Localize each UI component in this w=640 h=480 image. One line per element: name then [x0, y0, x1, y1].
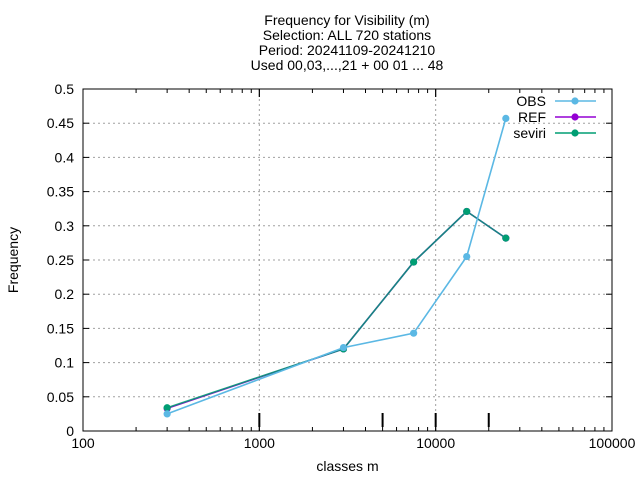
series-ref: [163, 207, 510, 413]
series-line-seviri: [166, 210, 507, 409]
legend-label: OBS: [516, 93, 546, 109]
series-line-obs: [166, 118, 507, 415]
x-axis-label: classes m: [316, 458, 378, 474]
x-tick-label: 1000: [244, 435, 275, 451]
y-tick-label: 0.4: [55, 149, 75, 165]
y-axis-label: Frequency: [5, 227, 21, 293]
y-tick-label: 0: [66, 423, 74, 439]
legend-item-ref[interactable]: REF: [518, 109, 596, 125]
y-tick-label: 0.25: [47, 252, 74, 268]
y-tick-label: 0.2: [55, 286, 75, 302]
data-point-seviri: [410, 258, 418, 266]
data-point-obs: [339, 343, 348, 352]
x-tick-label: 100000: [589, 435, 636, 451]
x-tick-labels: 100 1000 10000 100000: [71, 435, 635, 451]
y-tick-label: 0.15: [47, 320, 74, 336]
title-line-1: Frequency for Visibility (m): [264, 12, 429, 28]
data-point-seviri: [463, 207, 471, 216]
data-point-obs: [502, 114, 510, 123]
grid: [83, 89, 612, 431]
y-tick-label: 0.5: [55, 81, 75, 97]
legend-item-obs[interactable]: OBS: [516, 93, 596, 109]
legend-label: REF: [518, 109, 546, 125]
chart-title: Frequency for Visibility (m)Selection: A…: [251, 12, 444, 73]
x-tick-label: 100: [71, 435, 95, 451]
data-point-obs: [463, 252, 471, 261]
legend-label: seviri: [513, 125, 546, 141]
data-point-obs: [163, 410, 171, 418]
legend-marker: [571, 97, 579, 105]
axis-ticks: [82, 88, 613, 432]
series-line-ref: [166, 210, 507, 410]
data-point-seviri: [163, 404, 171, 412]
y-tick-label: 0.05: [47, 389, 74, 405]
y-tick-label: 0.1: [55, 355, 75, 371]
y-tick-label: 0.3: [55, 218, 75, 234]
series-obs: [163, 114, 510, 418]
title-line-4: Used 00,03,...,21 + 00 01 ... 48: [251, 57, 444, 73]
title-line-3: Period: 20241109-20241210: [259, 42, 436, 58]
y-tick-labels: 0 0.05 0.1 0.15 0.2 0.25 0.3 0.35 0.4 0.45 0.5: [47, 81, 74, 439]
class-boundary-markers: [258, 413, 490, 427]
legend-marker: [571, 113, 579, 121]
data-point-seviri: [502, 234, 510, 242]
data-point-obs: [410, 329, 418, 337]
series: [163, 114, 510, 418]
y-tick-label: 0.35: [47, 184, 74, 200]
legend-item-seviri[interactable]: seviri: [513, 125, 596, 141]
x-tick-label: 10000: [416, 435, 455, 451]
title-line-2: Selection: ALL 720 stations: [263, 27, 431, 43]
series-seviri: [163, 207, 510, 412]
legend-marker: [571, 129, 579, 137]
y-tick-label: 0.45: [47, 115, 74, 131]
